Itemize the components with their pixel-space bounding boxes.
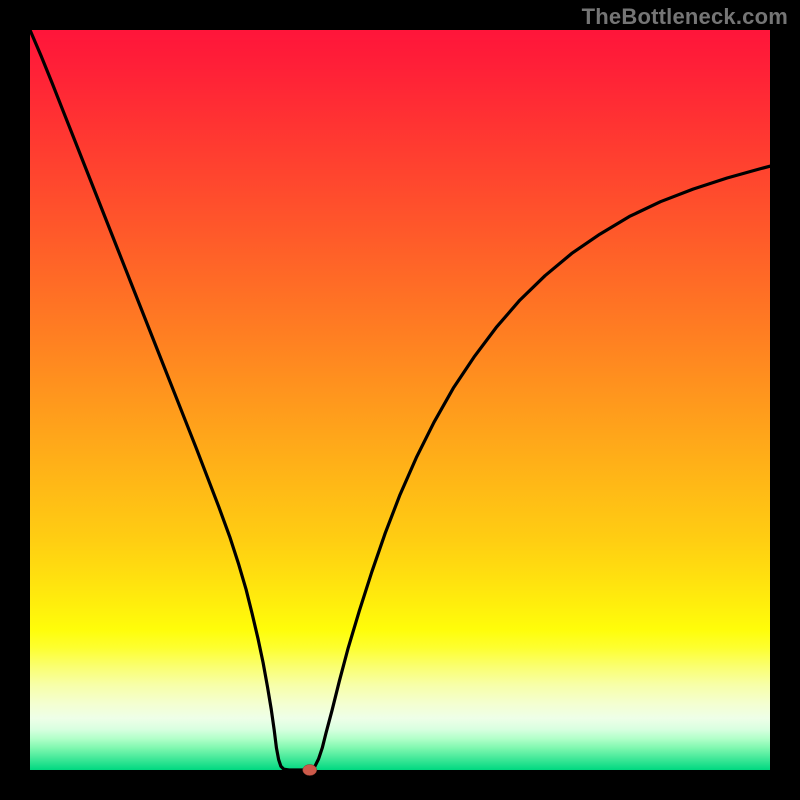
optimal-point-marker [303,765,317,776]
watermark-text: TheBottleneck.com [582,4,788,30]
chart-frame: TheBottleneck.com [0,0,800,800]
plot-background [30,30,770,770]
bottleneck-chart [0,0,800,800]
